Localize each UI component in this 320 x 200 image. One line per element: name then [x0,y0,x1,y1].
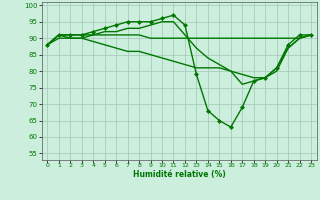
X-axis label: Humidité relative (%): Humidité relative (%) [133,170,226,179]
